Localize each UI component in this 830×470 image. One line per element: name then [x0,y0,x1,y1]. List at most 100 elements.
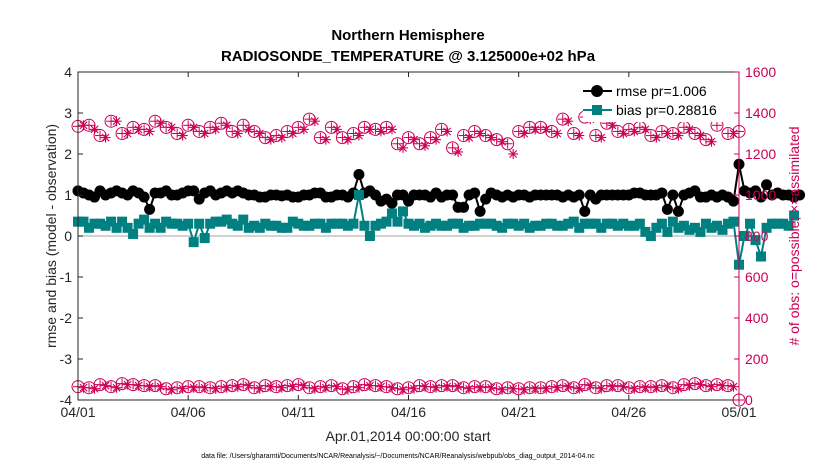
bias-point [78,216,89,227]
obs-assimilated-point [530,383,541,394]
obs-assimilated-point [133,124,144,135]
bias-point [364,231,375,241]
bias-point [84,222,95,233]
obs-assimilated-point [100,132,111,143]
obs-assimilated-point [188,382,199,393]
obs-assimilated-point [298,380,309,391]
obs-assimilated-point [122,379,133,390]
rmse-point [474,205,486,217]
rmse-point [672,205,684,217]
bias-point [122,222,133,233]
bias-point [254,222,265,233]
obs-assimilated-point [265,134,276,145]
obs-assimilated-point [563,381,574,392]
bias-point [199,233,210,244]
obs-assimilated-point [199,128,210,139]
obs-assimilated-point [353,130,364,141]
obs-assimilated-point [111,382,122,393]
obs-assimilated-point [464,132,475,143]
y-tick-label-right: 800 [745,228,769,244]
obs-assimilated-point [453,381,464,392]
obs-assimilated-point [717,380,728,391]
obs-assimilated-point [706,136,717,147]
bias-point [133,218,144,229]
bias-point [745,218,756,229]
obs-assimilated-point [133,380,144,391]
bias-point [276,222,287,233]
obs-assimilated-point [420,140,431,151]
bias-point [337,218,348,229]
bias-point [309,218,320,229]
obs-assimilated-point [596,383,607,394]
y-tick-label-left: 4 [64,64,72,80]
x-ticks: 04/01 04/06 04/11 04/16 04/21 04/26 05/01 [60,72,757,420]
bias-point [530,220,541,231]
obs-assimilated-point [497,384,508,395]
obs-assimilated-point [122,128,133,139]
obs-assimilated-point [530,124,541,135]
bias-point [563,218,574,229]
obs-assimilated-point [342,134,353,145]
obs-assimilated-point [695,379,706,390]
chart-subtitle: RADIOSONDE_TEMPERATURE @ 3.125000e+02 hP… [221,48,596,65]
y-tick-label-right: 600 [745,269,769,285]
legend-bias-label: bias pr=0.28816 [616,102,717,118]
bias-point [607,218,618,229]
series-bias [73,190,800,270]
bias-point [789,210,800,221]
bias-point [326,218,337,229]
obs-assimilated-point [100,380,111,391]
bias-point [205,218,216,229]
legend-rmse-label: rmse pr=1.006 [616,83,707,99]
bias-point [425,220,436,231]
bias-point [128,228,139,239]
x-tick-label: 04/01 [60,404,95,420]
y-tick-label-left: 3 [64,105,72,121]
rmse-point [761,179,773,191]
y-tick-label-left: -4 [60,392,73,408]
bias-point [409,220,420,231]
bias-point [761,222,772,233]
bias-point [155,222,166,233]
obs-assimilated-point [166,122,177,133]
obs-assimilated-point [420,381,431,392]
bias-point [216,216,227,227]
bias-point [662,226,673,237]
bias-point [568,216,579,227]
bias-point [772,218,783,229]
x-tick-label: 04/11 [281,404,315,420]
bias-point [265,220,276,231]
bias-point [469,220,480,231]
bias-point [293,218,304,229]
obs-assimilated-point [640,382,651,393]
obs-assimilated-point [89,124,100,135]
rmse-point [794,189,806,201]
legend-rmse-marker [591,85,603,97]
rmse-point [727,195,739,207]
bias-point [656,218,667,229]
obs-assimilated-point [232,128,243,139]
obs-assimilated-point [541,124,552,135]
bias-point [172,218,183,229]
bias-point [342,220,353,231]
x-axis-label: Apr.01,2014 00:00:00 start [325,428,490,444]
bias-point [397,206,408,217]
obs-assimilated-point [276,132,287,143]
y-tick-label-right: 200 [745,351,769,367]
bias-point [95,218,106,229]
bias-point [711,220,722,231]
bias-point [750,235,761,246]
rmse-point [573,189,585,201]
bias-point [243,222,254,233]
obs-assimilated-point [442,126,453,137]
bias-point [370,220,381,231]
obs-assimilated-point [78,120,89,131]
bias-point [667,216,678,227]
bias-point [431,218,442,229]
obs-assimilated-point [728,381,739,392]
bias-point [756,251,767,262]
obs-assimilated-point [464,383,475,394]
footnote: data file: /Users/gharamti/Documents/NCA… [201,453,595,460]
bias-point [359,220,370,231]
y-ticks-left: -4 -3 -2 -1 0 1 2 3 4 [60,64,83,408]
